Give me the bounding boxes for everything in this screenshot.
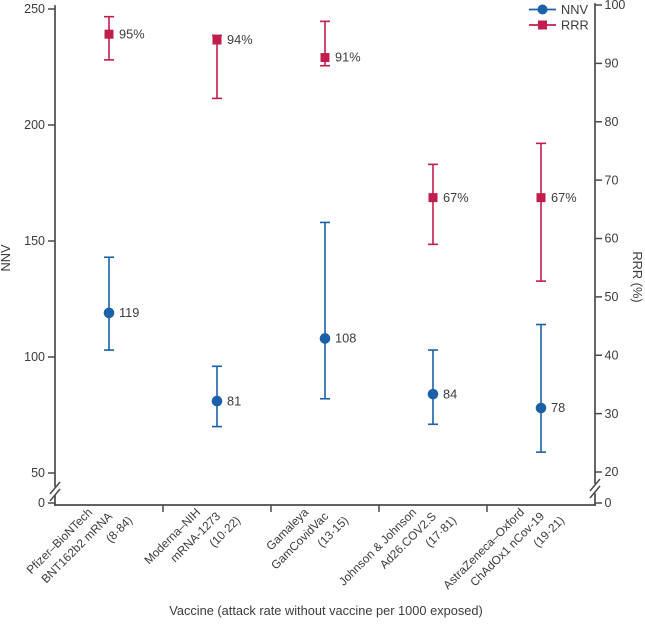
point-value-label: 119 bbox=[119, 305, 139, 320]
point-value-label: 108 bbox=[335, 331, 356, 346]
right-tick-label: 80 bbox=[605, 115, 619, 129]
right-tick-label: 100 bbox=[605, 0, 626, 12]
rrr-legend-marker-icon bbox=[538, 20, 547, 30]
point-value-label: 95% bbox=[119, 26, 145, 41]
right-tick-label: 20 bbox=[605, 465, 619, 479]
left-tick-label: 100 bbox=[24, 350, 45, 364]
left-axis-title: NNV bbox=[0, 244, 13, 271]
nnv-marker-icon bbox=[319, 333, 331, 344]
right-axis-break-icon bbox=[589, 478, 601, 492]
left-tick-label: 50 bbox=[31, 466, 45, 480]
nnv-marker-icon bbox=[211, 395, 223, 407]
data-point-rrr-3: 67% bbox=[428, 163, 469, 246]
point-value-label: 81 bbox=[227, 393, 241, 408]
left-axis-break-icon bbox=[49, 488, 61, 502]
right-tick-label: 30 bbox=[605, 407, 619, 421]
right-tick-label: 70 bbox=[605, 173, 619, 187]
point-value-label: 78 bbox=[551, 400, 565, 415]
data-point-rrr-0: 95% bbox=[104, 15, 145, 61]
left-tick-label: 0 bbox=[38, 496, 45, 510]
point-value-label: 91% bbox=[335, 50, 361, 65]
legend-label-nnv: NNV bbox=[561, 2, 588, 17]
right-axis-break-icon bbox=[589, 485, 601, 499]
rrr-marker-icon bbox=[212, 35, 222, 45]
legend: NNV RRR bbox=[529, 2, 589, 33]
right-tick-label: 50 bbox=[605, 290, 619, 304]
data-point-nnv-4: 78 bbox=[535, 323, 565, 453]
nnv-marker-icon bbox=[535, 402, 547, 414]
right-tick-label: 90 bbox=[605, 57, 619, 71]
right-tick-label: 0 bbox=[605, 496, 612, 510]
data-point-nnv-1: 81 bbox=[211, 365, 241, 428]
left-tick-label: 150 bbox=[24, 234, 45, 248]
rrr-marker-icon bbox=[320, 53, 330, 63]
right-tick-label: 60 bbox=[605, 232, 619, 246]
legend-item-nnv: NNV bbox=[529, 2, 588, 17]
right-axis-title: RRR (%) bbox=[630, 251, 645, 302]
legend-item-rrr: RRR bbox=[529, 18, 589, 33]
point-value-label: 67% bbox=[443, 190, 469, 205]
rrr-marker-icon bbox=[536, 193, 546, 203]
rrr-marker-icon bbox=[104, 29, 114, 39]
right-tick-label: 40 bbox=[605, 348, 619, 362]
nnv-marker-icon bbox=[103, 307, 115, 319]
rrr-marker-icon bbox=[428, 193, 438, 203]
data-point-nnv-3: 84 bbox=[427, 349, 457, 426]
point-value-label: 84 bbox=[443, 386, 457, 401]
nnv-marker-icon bbox=[427, 388, 439, 400]
data-point-rrr-1: 94% bbox=[212, 32, 253, 100]
data-point-nnv-0: 119 bbox=[103, 256, 139, 351]
x-axis-title: Vaccine (attack rate without vaccine per… bbox=[169, 603, 482, 618]
data-point-nnv-2: 108 bbox=[319, 221, 356, 400]
point-value-label: 67% bbox=[551, 190, 577, 205]
data-point-rrr-2: 91% bbox=[320, 20, 361, 67]
left-tick-label: 200 bbox=[24, 118, 45, 132]
legend-label-rrr: RRR bbox=[561, 18, 589, 33]
nnv-legend-marker-icon bbox=[537, 4, 548, 15]
series-layer: 119 81 108 84 78 95% 94% 91% 67% 67% bbox=[103, 15, 577, 453]
data-point-rrr-4: 67% bbox=[536, 142, 577, 282]
left-tick-label: 250 bbox=[24, 2, 45, 16]
point-value-label: 94% bbox=[227, 32, 253, 47]
left-axis-break-icon bbox=[49, 481, 61, 495]
